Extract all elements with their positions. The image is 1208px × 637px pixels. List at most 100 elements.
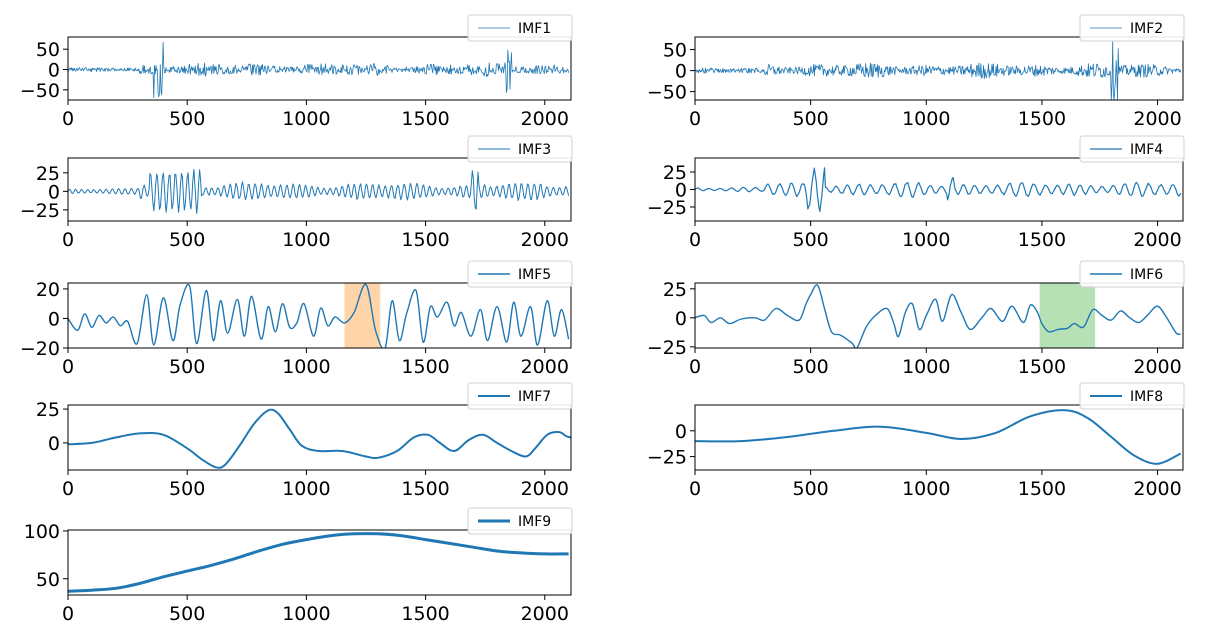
imf7-series-line: [68, 408, 571, 469]
imf7-x-tick-label: 500: [169, 478, 205, 500]
imf2-legend-label: IMF2: [1130, 21, 1163, 37]
imf5-series-line: [68, 283, 570, 348]
imf7-x-tick-label: 1500: [401, 478, 449, 500]
imf6-x-tick-label: 1500: [1018, 356, 1066, 378]
imf4-x-tick-label: 1000: [902, 229, 950, 251]
imf4-legend: IMF4: [1079, 135, 1185, 163]
imf3-y-tick-label: −25: [20, 200, 60, 222]
imf4-series-line: [695, 167, 1182, 213]
imf1-x-tick-label: 2000: [521, 108, 569, 130]
imf4-y-tick-label: 25: [663, 162, 687, 184]
imf9-axes-frame: [67, 529, 572, 596]
imf9-x-tick-label: 1000: [282, 603, 330, 625]
imf1-legend-box: [467, 14, 573, 42]
imf9-legend-label: IMF9: [518, 514, 551, 530]
imf3-series-line: [68, 168, 570, 214]
imf9-panel: 0 500 1000 1500 2000 100 50 IMF9: [24, 507, 573, 625]
imf3-x-tick-label: 2000: [521, 229, 569, 251]
imf5-legend: IMF5: [467, 260, 573, 288]
imf7-axes-frame: [67, 404, 572, 471]
imf1-y-tick-label: 0: [48, 60, 60, 82]
imf5-y-tick-label: 20: [36, 279, 60, 301]
imf6-series-line: [695, 284, 1181, 348]
imf6-axes-frame: [694, 282, 1184, 349]
imf6-x-tick-label: 1000: [902, 356, 950, 378]
imf1-legend: IMF1: [467, 14, 573, 42]
imf8-y-tick-label: −25: [647, 447, 687, 469]
imf2-series-line: [695, 41, 1182, 100]
imf3-legend-label: IMF3: [518, 142, 551, 158]
imf8-x-tick-label: 0: [689, 478, 701, 500]
imf5-y-tick-label: −20: [20, 338, 60, 360]
imf9-legend: IMF9: [467, 507, 573, 535]
imf9-x-tick-label: 500: [169, 603, 205, 625]
imf6-x-tick-label: 500: [793, 356, 829, 378]
imf2-x-tick-label: 1000: [902, 108, 950, 130]
imf7-y-tick-label: 0: [48, 433, 60, 455]
imf3-y-tick-label: 0: [48, 181, 60, 203]
imf5-axes-frame: [67, 282, 572, 349]
imf3-x-tick-label: 1000: [282, 229, 330, 251]
imf8-x-tick-label: 1500: [1018, 478, 1066, 500]
imf9-x-tick-label: 2000: [521, 603, 569, 625]
imf5-legend-label: IMF5: [518, 267, 551, 283]
imf4-x-tick-label: 500: [793, 229, 829, 251]
imf4-legend-box: [1079, 135, 1185, 163]
imf9-x-tick-label: 1500: [401, 603, 449, 625]
imf6-x-tick-label: 0: [689, 356, 701, 378]
imf2-x-tick-label: 1500: [1018, 108, 1066, 130]
imf1-legend-label: IMF1: [518, 21, 551, 37]
imf1-y-tick-label: 50: [36, 39, 60, 61]
imf4-x-tick-label: 0: [689, 229, 701, 251]
imf4-y-tick-label: 0: [675, 180, 687, 202]
imf7-panel: 0 500 1000 1500 2000 25 0 IMF7: [36, 382, 573, 500]
imf5-y-tick-label: 0: [48, 308, 60, 330]
imf4-legend-label: IMF4: [1130, 142, 1163, 158]
imf1-x-tick-label: 1500: [401, 108, 449, 130]
imf7-x-tick-label: 2000: [521, 478, 569, 500]
imf6-legend-label: IMF6: [1130, 267, 1163, 283]
imf2-x-tick-label: 500: [793, 108, 829, 130]
imf5-x-tick-label: 1500: [401, 356, 449, 378]
imf3-x-tick-label: 500: [169, 229, 205, 251]
imf6-legend-box: [1079, 260, 1185, 288]
imf1-y-tick-label: −50: [20, 80, 60, 102]
imf1-x-tick-label: 0: [62, 108, 74, 130]
imf3-x-tick-label: 1500: [401, 229, 449, 251]
imf3-axes-frame: [67, 157, 572, 222]
imf1-x-tick-label: 500: [169, 108, 205, 130]
imf8-axes-frame: [694, 404, 1184, 471]
imf3-y-tick-label: 25: [36, 163, 60, 185]
imf5-x-tick-label: 1000: [282, 356, 330, 378]
imf2-x-tick-label: 0: [689, 108, 701, 130]
imf6-y-tick-label: −25: [647, 337, 687, 359]
imf7-legend: IMF7: [467, 382, 573, 410]
imf7-x-tick-label: 0: [62, 478, 74, 500]
imf6-highlight-span: [1039, 283, 1096, 348]
imf1-x-tick-label: 1000: [282, 108, 330, 130]
imf3-legend-box: [467, 135, 573, 163]
imf9-legend-box: [467, 507, 573, 535]
imf6-y-tick-label: 25: [663, 279, 687, 301]
imf1-series-line: [68, 41, 569, 98]
imf4-x-tick-label: 2000: [1133, 229, 1181, 251]
imf8-x-tick-label: 2000: [1133, 478, 1181, 500]
imf5-legend-box: [467, 260, 573, 288]
imf9-x-tick-label: 0: [62, 603, 74, 625]
imf8-x-tick-label: 500: [793, 478, 829, 500]
imf5-x-tick-label: 0: [62, 356, 74, 378]
imf7-y-tick-label: 25: [36, 399, 60, 421]
imf3-x-tick-label: 0: [62, 229, 74, 251]
imf7-x-tick-label: 1000: [282, 478, 330, 500]
imf1-axes-frame: [67, 36, 572, 101]
imf5-x-tick-label: 500: [169, 356, 205, 378]
imf6-y-tick-label: 0: [675, 308, 687, 330]
imf7-legend-box: [467, 382, 573, 410]
